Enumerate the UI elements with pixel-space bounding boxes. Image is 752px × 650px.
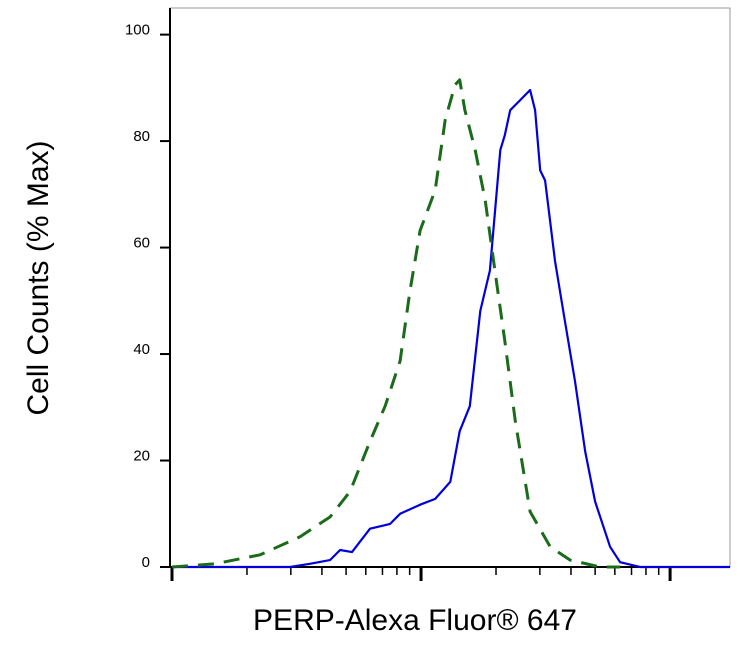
y-tick-label: 60	[133, 235, 150, 252]
y-tick-label: 20	[133, 447, 150, 464]
x-axis-label: PERP-Alexa Fluor® 647	[253, 604, 577, 637]
y-axis-label: Cell Counts (% Max)	[22, 140, 55, 415]
y-tick-label: 40	[133, 341, 150, 358]
histogram-line	[171, 78, 621, 569]
histogram-line	[172, 88, 730, 569]
y-tick-label: 0	[142, 554, 150, 571]
y-tick-label: 100	[125, 22, 150, 39]
y-tick-label: 80	[133, 128, 150, 145]
